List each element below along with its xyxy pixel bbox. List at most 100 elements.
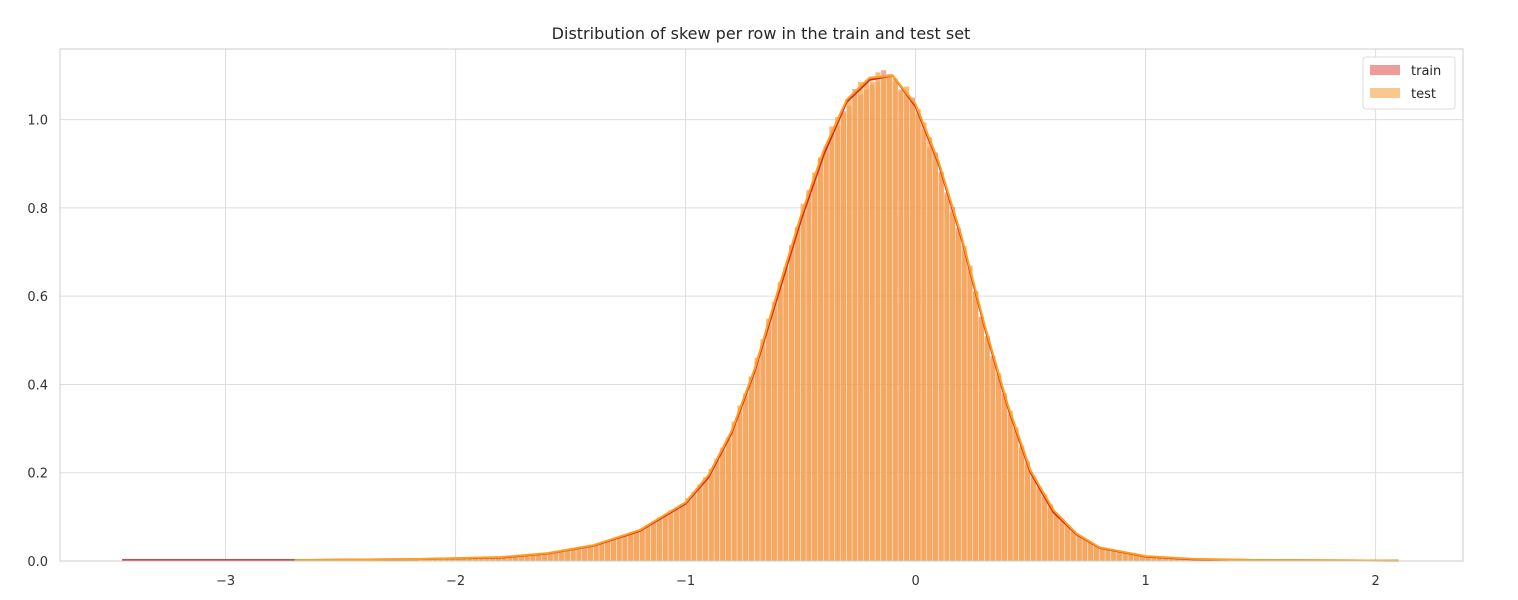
test-bar — [869, 81, 875, 561]
test-bar — [754, 357, 760, 561]
test-bar — [1128, 553, 1134, 561]
test-bar — [1134, 554, 1140, 561]
test-bar — [720, 447, 726, 561]
test-bar — [794, 226, 800, 562]
test-bar — [1168, 557, 1174, 561]
test-bar — [610, 538, 616, 561]
test-bar — [685, 498, 691, 561]
test-bar — [490, 557, 496, 561]
test-bar — [725, 437, 731, 561]
test-bar — [605, 540, 611, 561]
test-bar — [1082, 538, 1088, 561]
test-bar — [1139, 555, 1145, 561]
test-bar — [783, 266, 789, 561]
y-tick-label: 0.4 — [27, 378, 48, 393]
test-bar — [973, 291, 979, 561]
x-tick-labels: −3 −2 −1 0 1 2 — [216, 574, 1380, 589]
test-bar — [1088, 542, 1094, 561]
test-bar — [1105, 549, 1111, 561]
test-bar — [789, 247, 795, 561]
test-bar — [1076, 535, 1082, 561]
test-bar — [449, 558, 455, 561]
test-bar — [639, 528, 645, 561]
test-bar — [978, 316, 984, 561]
test-bar — [697, 484, 703, 561]
test-bar — [1001, 393, 1007, 561]
test-bar — [967, 265, 973, 561]
test-bar — [892, 78, 898, 561]
test-bar — [461, 557, 467, 561]
test-bar — [921, 122, 927, 561]
test-bar — [927, 137, 933, 562]
test-bar — [1013, 427, 1019, 561]
legend-swatch-train — [1370, 65, 1400, 75]
test-bar — [938, 173, 944, 561]
test-bar — [1116, 551, 1122, 561]
test-bar — [806, 189, 812, 561]
y-tick-label: 1.0 — [27, 114, 48, 129]
test-bar — [1030, 476, 1036, 561]
test-bar — [484, 557, 490, 561]
test-bar — [950, 211, 956, 561]
test-bar — [1174, 558, 1180, 561]
test-bar — [1099, 547, 1105, 561]
test-bar — [1036, 486, 1042, 561]
x-tick-label: −3 — [216, 574, 235, 589]
test-bar — [800, 203, 806, 561]
test-bar — [524, 554, 530, 561]
y-tick-label: 0.6 — [27, 290, 48, 305]
test-bar — [1070, 530, 1076, 561]
y-tick-label: 0.2 — [27, 467, 48, 482]
test-bar — [909, 102, 915, 562]
test-bar — [547, 552, 553, 561]
test-bar — [444, 558, 450, 561]
test-bar — [438, 558, 444, 561]
test-bar — [616, 536, 622, 561]
test-bars — [294, 72, 1398, 562]
test-bar — [582, 546, 588, 561]
test-bar — [507, 556, 513, 561]
test-bar — [858, 81, 864, 561]
test-bar — [840, 112, 846, 562]
test-bar — [467, 557, 473, 561]
test-bar — [501, 556, 507, 561]
test-bar — [812, 172, 818, 561]
test-bar — [702, 477, 708, 561]
test-bar — [576, 547, 582, 561]
test-bar — [852, 93, 858, 561]
test-bar — [990, 357, 996, 561]
test-bar — [955, 231, 961, 561]
test-bar — [518, 555, 524, 561]
test-bar — [541, 553, 547, 561]
test-bar — [679, 503, 685, 561]
test-bar — [944, 195, 950, 561]
test-bar — [760, 339, 766, 561]
test-bar — [662, 514, 668, 561]
test-bar — [748, 376, 754, 561]
test-bar — [570, 548, 576, 561]
test-bar — [817, 157, 823, 561]
legend-swatch-test — [1370, 88, 1400, 98]
test-bar — [587, 545, 593, 561]
test-bar — [426, 558, 432, 561]
test-bar — [472, 557, 478, 561]
test-bar — [455, 558, 461, 561]
x-tick-label: −1 — [676, 574, 695, 589]
test-bar — [1019, 445, 1025, 561]
plot-frame — [59, 48, 1464, 562]
test-bar — [1093, 545, 1099, 561]
test-bar — [1151, 556, 1157, 561]
test-bar — [961, 245, 967, 561]
test-bar — [915, 108, 921, 561]
test-bar — [898, 91, 904, 561]
test-bar — [432, 558, 438, 561]
y-tick-labels: 0.0 0.2 0.4 0.6 0.8 1.0 — [27, 114, 48, 570]
legend: train test — [1362, 56, 1456, 110]
test-bar — [495, 557, 501, 561]
test-bar — [886, 74, 892, 561]
test-bar — [904, 86, 910, 562]
test-bar — [530, 554, 536, 561]
test-bar — [835, 117, 841, 562]
test-bar — [628, 532, 634, 561]
